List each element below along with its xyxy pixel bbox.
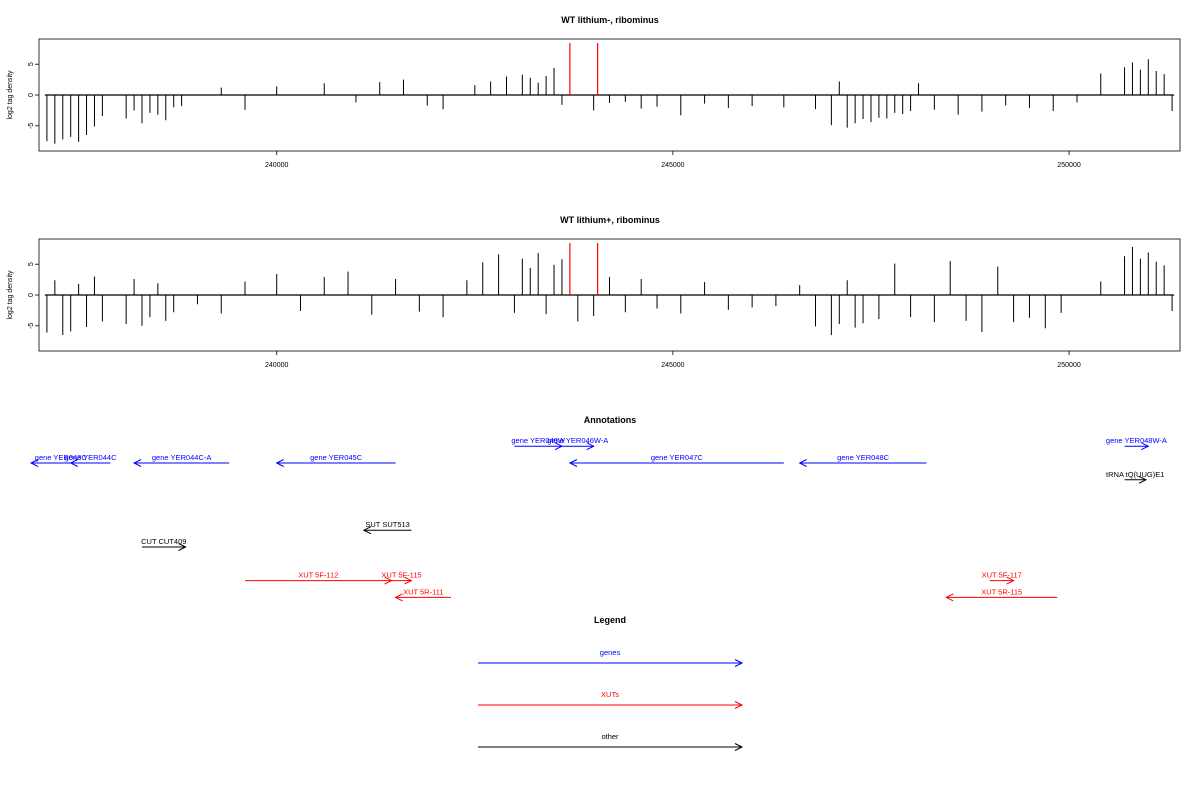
annotation-label: XUT 5F-115 bbox=[381, 571, 421, 580]
x-ticks: 240000 245000 250000 bbox=[265, 351, 1081, 369]
annotation-arrow bbox=[798, 459, 927, 467]
legend-arrow bbox=[478, 701, 744, 709]
legend-panel: Legend genes XUTs other bbox=[478, 615, 744, 751]
bars-group bbox=[44, 43, 1175, 144]
x-tick-label: 250000 bbox=[1057, 362, 1080, 369]
panel-title: WT lithium-, ribominus bbox=[561, 15, 659, 25]
annotation-label: XUT 5F-117 bbox=[982, 571, 1022, 580]
track-panel-lithium-minus: WT lithium-, ribominus log2 tag density … bbox=[7, 15, 1181, 169]
annotation-label: gene YER046W-A bbox=[547, 436, 608, 445]
annotation-arrow bbox=[394, 593, 452, 602]
annotation-arrow bbox=[1124, 442, 1150, 451]
legend-label: other bbox=[601, 732, 619, 741]
annotation-arrow bbox=[275, 459, 396, 467]
legend-label: genes bbox=[600, 648, 621, 657]
annotation-arrow bbox=[568, 459, 784, 467]
y-ticks: -5 0 5 bbox=[28, 262, 39, 329]
annotation-label: gene YER048C bbox=[837, 453, 890, 462]
x-tick-label: 245000 bbox=[661, 162, 684, 169]
x-ticks: 240000 245000 250000 bbox=[265, 151, 1081, 169]
y-tick-label: 5 bbox=[28, 262, 35, 266]
track-panel-lithium-plus: WT lithium+, ribominus log2 tag density … bbox=[7, 215, 1181, 369]
y-tick-label: 5 bbox=[28, 62, 35, 66]
y-tick-label: -5 bbox=[28, 123, 35, 129]
annotation-arrow bbox=[391, 576, 413, 585]
annotation-arrow bbox=[945, 593, 1058, 602]
annotation-label: gene YER047C bbox=[651, 453, 704, 462]
annotation-label: XUT 5R-115 bbox=[981, 587, 1022, 596]
annotation-label: gene YER043C bbox=[35, 453, 88, 462]
bars-group bbox=[44, 243, 1175, 336]
annotation-arrow bbox=[362, 526, 412, 535]
x-tick-label: 245000 bbox=[661, 362, 684, 369]
y-tick-label: 0 bbox=[28, 293, 35, 297]
annotation-label: gene YER044C-A bbox=[152, 453, 211, 462]
annotation-label: tRNA tQ(UUG)E1 bbox=[1106, 470, 1164, 479]
annotation-arrow bbox=[1124, 475, 1148, 484]
annotation-arrow bbox=[989, 576, 1015, 585]
x-tick-label: 250000 bbox=[1057, 162, 1080, 169]
y-axis-label: log2 tag density bbox=[7, 270, 14, 320]
legend-items: genes XUTs other bbox=[478, 648, 744, 751]
annotation-label: XUT 5R-111 bbox=[403, 587, 443, 596]
legend-arrow bbox=[478, 659, 744, 667]
panel-title: WT lithium+, ribominus bbox=[560, 215, 660, 225]
annotation-label: CUT CUT409 bbox=[141, 537, 186, 546]
y-axis-label: log2 tag density bbox=[7, 70, 14, 120]
annotation-arrow bbox=[142, 543, 187, 551]
annotation-label: gene YER044C bbox=[65, 453, 118, 462]
annotation-arrow bbox=[561, 442, 595, 451]
annotation-arrow bbox=[69, 459, 111, 467]
annotation-label: SUT SUT513 bbox=[365, 520, 409, 529]
annotation-label: XUT 5F-112 bbox=[298, 571, 338, 580]
y-tick-label: -5 bbox=[28, 323, 35, 329]
x-tick-label: 240000 bbox=[265, 362, 288, 369]
annotation-label: gene YER046W bbox=[511, 436, 566, 445]
legend-label: XUTs bbox=[601, 690, 619, 699]
annotation-label: gene YER045C bbox=[310, 453, 363, 462]
y-tick-label: 0 bbox=[28, 93, 35, 97]
annotations-title: Annotations bbox=[584, 415, 637, 425]
annotation-arrow bbox=[132, 459, 230, 467]
y-ticks: -5 0 5 bbox=[28, 62, 39, 129]
legend-arrow bbox=[478, 743, 744, 751]
legend-title: Legend bbox=[594, 615, 626, 625]
x-tick-label: 240000 bbox=[265, 162, 288, 169]
annotation-label: gene YER048W-A bbox=[1106, 436, 1167, 445]
